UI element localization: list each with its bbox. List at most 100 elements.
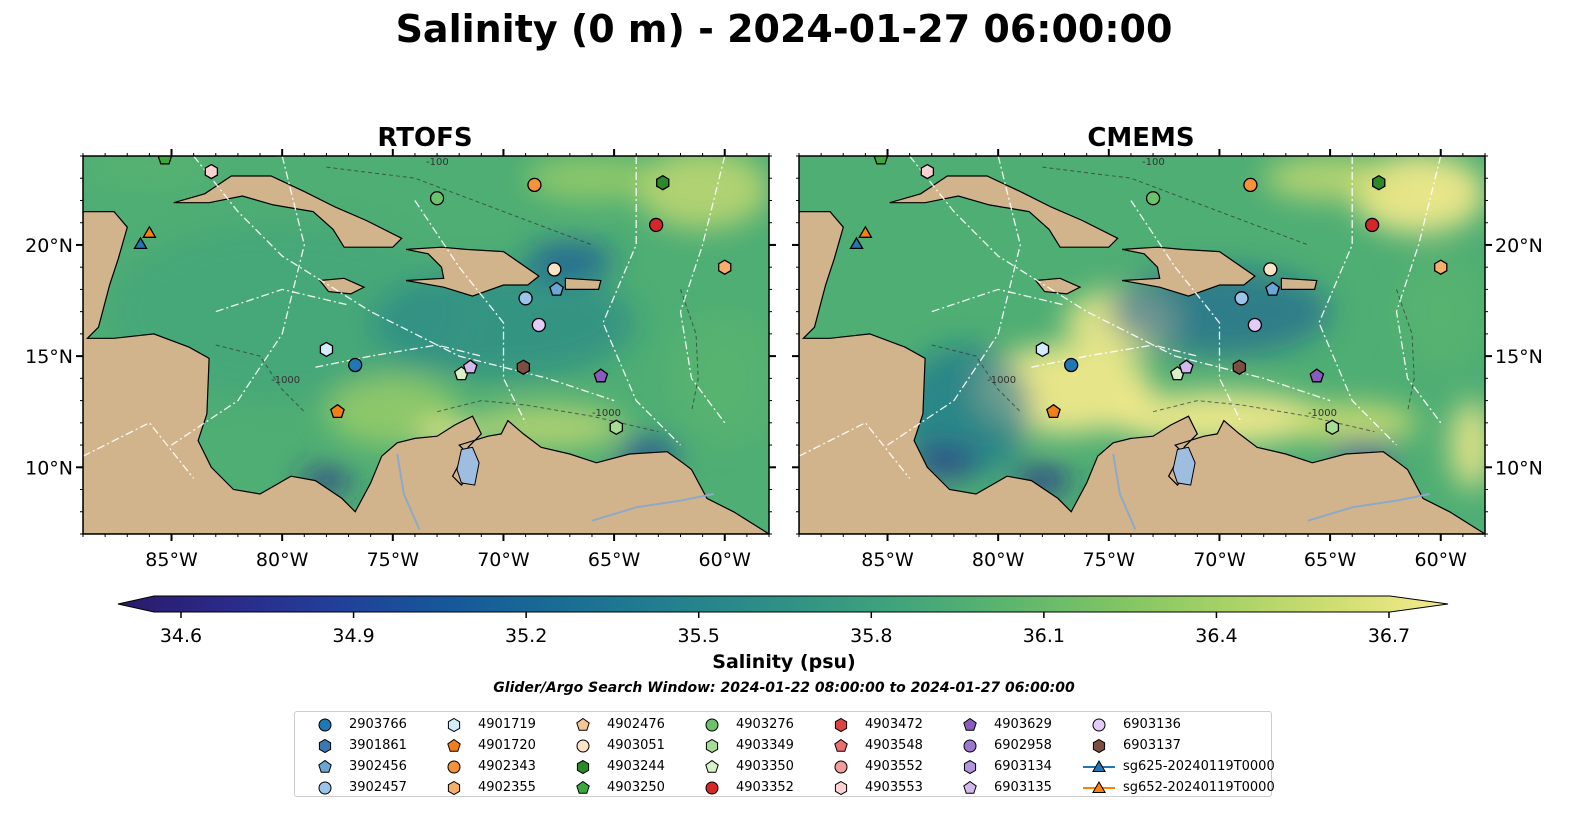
lat-tick-label: 15°N <box>1495 346 1543 368</box>
land-mass <box>957 156 993 157</box>
lat-tick-label: 15°N <box>25 346 73 368</box>
lon-tick-label: 75°W <box>367 549 420 571</box>
observation-markers <box>133 156 732 436</box>
panel-title-rtofs: RTOFS <box>377 123 472 153</box>
eez-boundary <box>887 156 1021 446</box>
legend-marker-circle <box>1092 718 1106 732</box>
observation-marker-4901720 <box>330 403 345 419</box>
observation-marker-4903250 <box>873 156 889 165</box>
cmems-map: -1000 -100 -1000 85°W 80°W 75°W 70°W 65°W 60°W 20… <box>792 149 1543 571</box>
lon-tick-label: 85°W <box>861 549 914 571</box>
observation-marker-sg652-20240119T0000 <box>142 225 157 238</box>
observation-marker-6903135 <box>1178 359 1194 374</box>
observation-marker-4903051 <box>1263 262 1278 277</box>
colorbar-label: Salinity (psu) <box>712 651 855 673</box>
river <box>1112 453 1137 530</box>
salinity-anomaly <box>83 156 216 185</box>
legend-marker-circle <box>705 781 719 795</box>
salinity-anomaly <box>636 156 769 230</box>
bathymetry-contour <box>931 344 1021 413</box>
observation-marker-6903136 <box>531 317 547 333</box>
legend-label: 4903350 <box>736 759 794 774</box>
legend-marker-hexagon <box>834 780 848 796</box>
legend-marker-hexagon <box>318 738 332 754</box>
salinity-anomaly <box>1285 402 1419 443</box>
colorbar-tick-label: 35.8 <box>850 625 892 647</box>
legend-label: 2903766 <box>349 717 407 732</box>
lake-maracaibo <box>1172 446 1196 486</box>
legend-label: 4903051 <box>607 738 665 753</box>
colorbar-tick-label: 36.1 <box>1023 625 1065 647</box>
lon-tick-label: 65°W <box>588 549 641 571</box>
legend-label: 4903244 <box>607 759 665 774</box>
eez-boundary <box>171 156 305 446</box>
observation-marker-6903137 <box>1232 359 1247 375</box>
legend-marker-pentagon <box>834 738 848 752</box>
salinity-anomaly <box>1449 400 1485 490</box>
lon-tick-label: 60°W <box>699 549 752 571</box>
observation-marker-4902355 <box>1434 259 1448 275</box>
observation-marker-6903135 <box>462 359 478 374</box>
legend-label: 4903629 <box>994 717 1052 732</box>
eez-boundary <box>193 156 615 402</box>
observation-marker-4903250 <box>157 156 173 165</box>
eez-boundary <box>215 288 349 313</box>
land-mass <box>1121 246 1256 297</box>
lon-tick-label: 80°W <box>972 549 1025 571</box>
observation-marker-4903629 <box>1309 368 1325 383</box>
observation-marker-2903766 <box>348 357 363 373</box>
legend-marker-pentagon <box>447 738 461 752</box>
map-frame <box>798 155 1486 535</box>
legend-label: 6903135 <box>994 780 1052 795</box>
legend-label: 4901719 <box>478 717 536 732</box>
eez-boundary <box>602 156 681 446</box>
observation-marker-4903553 <box>204 163 219 180</box>
observation-marker-4902343 <box>527 177 542 193</box>
legend-marker-hexagon <box>576 759 590 775</box>
map-layers: -1000 -100 -1000 <box>799 156 1485 534</box>
lon-tick-label: 80°W <box>256 549 309 571</box>
legend-marker-pentagon <box>705 759 719 773</box>
salinity-anomalies <box>898 156 1485 494</box>
legend-label: 4901720 <box>478 738 536 753</box>
lon-tick-label: 70°W <box>477 549 530 571</box>
axis-ticks: 85°W 80°W 75°W 70°W 65°W 60°W 20°N 15°N 10°N <box>25 149 776 571</box>
observation-marker-6903137 <box>516 359 531 375</box>
observation-marker-4902355 <box>718 259 732 275</box>
land-mass <box>1034 277 1082 295</box>
land-mass <box>241 156 277 157</box>
colorbar-bar <box>117 595 1449 613</box>
observation-markers <box>849 156 1448 436</box>
colorbar: 34.6 34.9 35.2 35.5 35.8 36.1 36.4 36.7 Salinit… <box>117 595 1449 696</box>
legend-marker-hexagon <box>834 717 848 733</box>
observation-marker-4903276 <box>1145 191 1161 206</box>
legend-label: 6902958 <box>994 738 1052 753</box>
observation-marker-3902456 <box>549 281 564 296</box>
bathymetry-contour <box>436 400 659 433</box>
land-mass <box>405 246 540 297</box>
observation-marker-sg652-20240119T0000 <box>858 225 873 238</box>
legend-label: 4903349 <box>736 738 794 753</box>
land-mass <box>799 211 1485 534</box>
bathymetry-label: -1000 <box>987 375 1016 386</box>
legend-marker-triangle-line <box>1083 760 1115 772</box>
land-mass <box>1280 277 1318 290</box>
eez-boundary <box>1031 344 1198 368</box>
colorbar-tick-label: 35.2 <box>505 625 547 647</box>
legend-marker-pentagon <box>963 780 977 794</box>
salinity-anomaly <box>1263 156 1397 201</box>
legend-marker-pentagon <box>318 759 332 773</box>
legend: 2903766 3901861 3902456 3902457 4901719 49017… <box>294 711 1275 797</box>
eez-boundary <box>414 200 527 424</box>
legend-label: 4903276 <box>736 717 794 732</box>
legend-label: 4903472 <box>865 717 923 732</box>
observation-marker-4903244 <box>1372 174 1386 191</box>
eez-boundary <box>1395 156 1442 424</box>
lat-tick-label: 10°N <box>25 457 73 479</box>
land-mass <box>318 277 366 295</box>
map-frame <box>82 155 770 535</box>
bathymetry-contour <box>326 166 593 246</box>
observation-marker-4901719 <box>1035 341 1050 358</box>
bathymetry-contour <box>1396 289 1415 412</box>
observation-marker-4903276 <box>429 191 445 206</box>
